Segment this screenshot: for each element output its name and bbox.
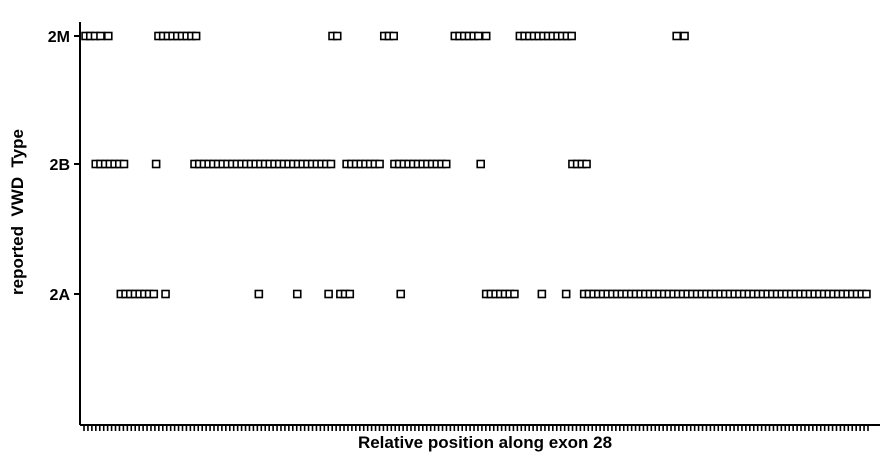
data-point-2a — [149, 289, 159, 299]
data-point-2m — [104, 31, 113, 41]
data-point-2a — [161, 289, 170, 299]
data-point-2b — [476, 159, 486, 169]
data-point-2a — [324, 289, 333, 299]
data-point-2m — [481, 31, 491, 41]
data-point-2a — [345, 289, 355, 299]
y-tick-label: 2A — [50, 287, 71, 304]
data-points — [81, 31, 871, 299]
data-point-2a — [254, 289, 264, 299]
data-point-2m — [191, 31, 201, 41]
data-point-2a — [537, 289, 547, 299]
data-point-2b — [441, 159, 451, 169]
data-point-2m — [96, 31, 105, 41]
data-point-2b — [326, 159, 336, 169]
data-point-2m — [567, 31, 576, 41]
data-point-2b — [375, 159, 384, 169]
data-point-2a — [510, 289, 519, 299]
axes — [79, 22, 880, 426]
data-point-2m — [680, 31, 689, 41]
data-point-2m — [672, 31, 682, 41]
data-point-2m — [474, 31, 483, 41]
y-tick-label: 2M — [48, 29, 70, 46]
data-point-2a — [561, 289, 571, 299]
x-axis-label: Relative position along exon 28 — [358, 433, 612, 452]
data-point-2b — [119, 159, 129, 169]
data-point-2a — [396, 289, 406, 299]
data-point-2m — [332, 31, 342, 41]
data-point-2m — [389, 31, 398, 41]
data-point-2a — [862, 289, 871, 299]
y-axis-ticks: 2A 2B 2M — [48, 29, 80, 304]
data-point-2a — [292, 289, 302, 299]
data-point-2b — [151, 159, 161, 169]
x-axis-ticks — [83, 425, 869, 431]
y-axis-label: reported VWD Type — [8, 129, 27, 295]
data-point-2b — [582, 159, 591, 169]
y-tick-label: 2B — [50, 157, 70, 174]
